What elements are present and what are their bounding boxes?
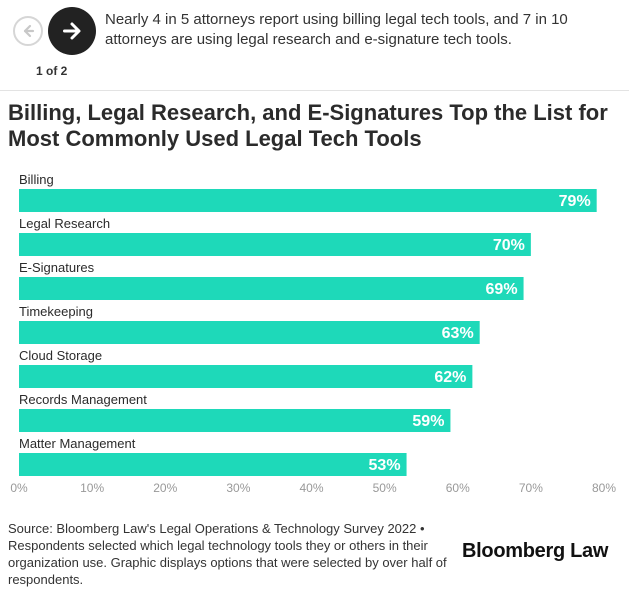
x-tick-label: 10% (80, 481, 104, 495)
previous-button[interactable] (13, 16, 43, 46)
bar (19, 321, 480, 344)
bar (19, 189, 597, 212)
category-label: Billing (19, 172, 54, 187)
category-label: Timekeeping (19, 304, 93, 319)
category-label: Legal Research (19, 216, 110, 231)
x-tick-label: 40% (299, 481, 323, 495)
chart-title: Billing, Legal Research, and E-Signature… (8, 100, 608, 151)
bar-value-label: 79% (559, 193, 591, 210)
bar-chart: Billing 79% Legal Research 70% E-Signatures 6… (10, 172, 616, 495)
bar (19, 365, 473, 388)
category-label: Records Management (19, 392, 147, 407)
bar (19, 277, 524, 300)
bar-value-label: 63% (442, 325, 474, 342)
bar (19, 409, 451, 432)
arrow-right-icon (63, 22, 81, 40)
bloomberg-law-logo: Bloomberg Law (462, 540, 609, 562)
category-label: Matter Management (19, 436, 136, 451)
x-tick-label: 60% (446, 481, 470, 495)
x-tick-label: 80% (592, 481, 616, 495)
bar-value-label: 62% (434, 369, 466, 386)
slide-description: Nearly 4 in 5 attorneys report using bil… (105, 11, 568, 48)
bar-value-label: 59% (412, 413, 444, 430)
bar-value-label: 70% (493, 237, 525, 254)
x-tick-label: 0% (10, 481, 28, 495)
bar-value-label: 69% (486, 281, 518, 298)
arrow-left-icon (23, 24, 35, 38)
bar-value-label: 53% (369, 457, 401, 474)
bar (19, 233, 531, 256)
source-note: Source: Bloomberg Law's Legal Operations… (8, 521, 447, 587)
page-indicator: 1 of 2 (36, 64, 68, 78)
x-tick-label: 20% (153, 481, 177, 495)
slide-nav: 1 of 2 Nearly 4 in 5 attorneys report us… (0, 0, 629, 90)
category-label: E-Signatures (19, 260, 95, 275)
x-tick-label: 50% (373, 481, 397, 495)
bar (19, 453, 407, 476)
x-tick-label: 30% (226, 481, 250, 495)
x-tick-label: 70% (519, 481, 543, 495)
header-divider (0, 90, 629, 91)
next-button[interactable] (48, 7, 96, 55)
category-label: Cloud Storage (19, 348, 102, 363)
